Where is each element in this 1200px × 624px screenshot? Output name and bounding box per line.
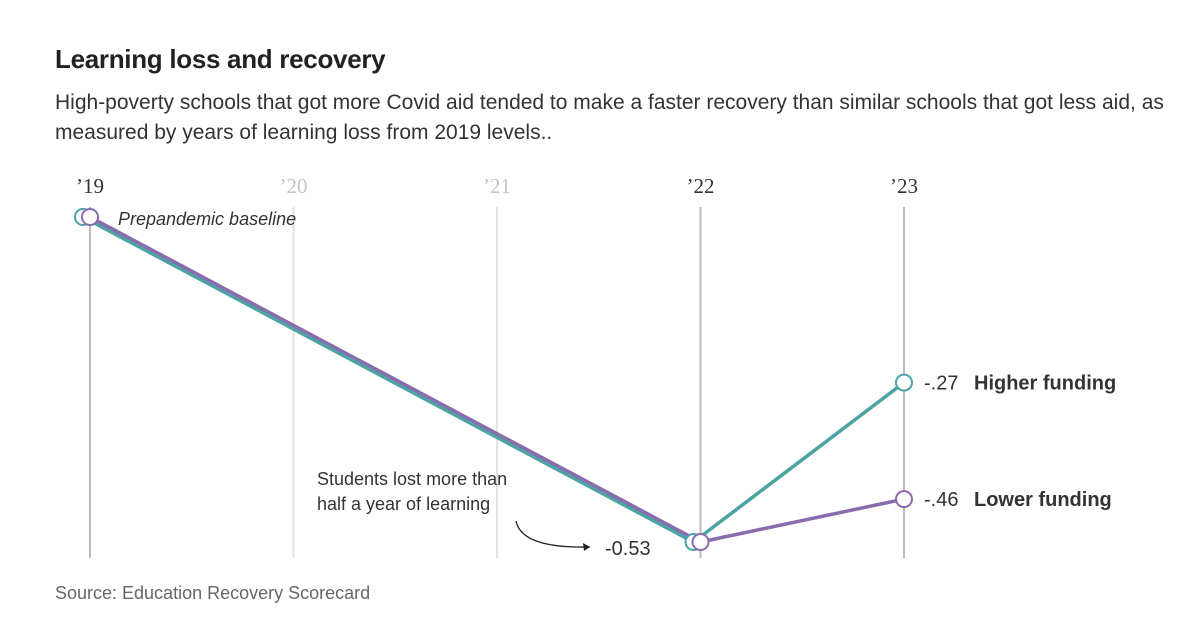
data-point-0-2: [895, 373, 913, 392]
end-value-label-1: -.46: [924, 489, 958, 511]
baseline-annotation: Prepandemic baseline: [118, 209, 296, 229]
data-point-1-1: [691, 533, 710, 551]
x-tick-label-2: ’21: [483, 174, 511, 198]
end-labels: -.27 Higher funding -.46 Lower funding: [924, 373, 1116, 512]
series-points: [74, 208, 913, 551]
chart-subtitle: High-poverty schools that got more Covid…: [55, 91, 1164, 144]
grid-lines: [89, 207, 905, 558]
low-annotation-line1: Students lost more than: [317, 469, 507, 489]
x-tick-label-0: ’19: [76, 174, 104, 198]
end-value-label-0: -.27: [924, 373, 958, 395]
x-tick-label-3: ’22: [687, 174, 715, 198]
source-note: Source: Education Recovery Scorecard: [55, 583, 371, 603]
data-point-1-2: [895, 490, 913, 509]
annotation-arrow: [515, 520, 591, 548]
annotations: Prepandemic baseline Students lost more …: [118, 209, 651, 560]
low-value-label: -0.53: [605, 538, 651, 560]
x-axis-ticks: ’19 ’20 ’21 ’22 ’23: [76, 174, 918, 198]
low-annotation-line2: half a year of learning: [317, 494, 490, 514]
series-name-label-1: Lower funding: [974, 489, 1112, 511]
series-name-label-0: Higher funding: [974, 373, 1116, 395]
x-tick-label-1: ’20: [280, 174, 308, 198]
x-tick-label-4: ’23: [890, 174, 918, 198]
annotation-arrowhead: [583, 543, 590, 551]
series-line-0: [81, 215, 906, 544]
chart-title: Learning loss and recovery: [55, 44, 386, 74]
data-point-1-0: [81, 208, 99, 226]
series-lines: [81, 215, 906, 544]
